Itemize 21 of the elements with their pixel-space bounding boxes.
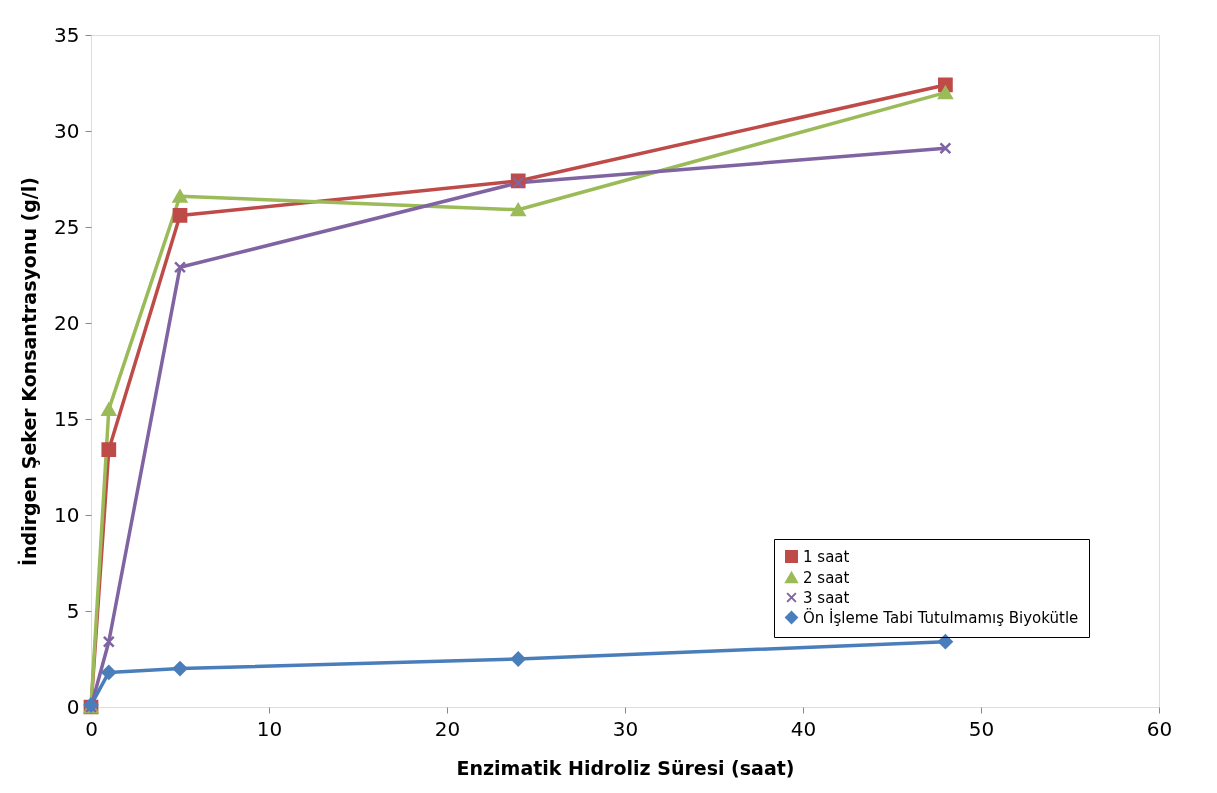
y-tick-label: 15 — [54, 406, 80, 431]
x-tick-label: 50 — [968, 716, 995, 741]
x-axis-title: Enzimatik Hidroliz Süresi (saat) — [456, 756, 795, 779]
x-tick-label: 0 — [85, 716, 98, 741]
y-tick-label: 35 — [54, 22, 80, 47]
x-tick-label: 10 — [256, 716, 283, 741]
y-tick-label: 20 — [54, 310, 80, 335]
y-tick-label: 30 — [54, 118, 80, 143]
y-axis-title: İndirgen Şeker Konsantrasyonu (g/l) — [17, 176, 41, 567]
legend-label: 3 saat — [803, 588, 850, 607]
x-tick-label: 20 — [434, 716, 461, 741]
legend-label: 1 saat — [803, 547, 850, 566]
legend-label: Ön İşleme Tabi Tutulmamış Biyokütle — [803, 607, 1079, 627]
y-tick-label: 0 — [66, 694, 80, 719]
x-tick-label: 60 — [1146, 716, 1173, 741]
y-tick-label: 10 — [54, 502, 80, 527]
x-tick-label: 30 — [612, 716, 639, 741]
x-tick-label: 40 — [790, 716, 817, 741]
y-tick-label: 5 — [66, 598, 80, 623]
y-tick-label: 25 — [54, 214, 80, 239]
legend-label: 2 saat — [803, 568, 850, 587]
